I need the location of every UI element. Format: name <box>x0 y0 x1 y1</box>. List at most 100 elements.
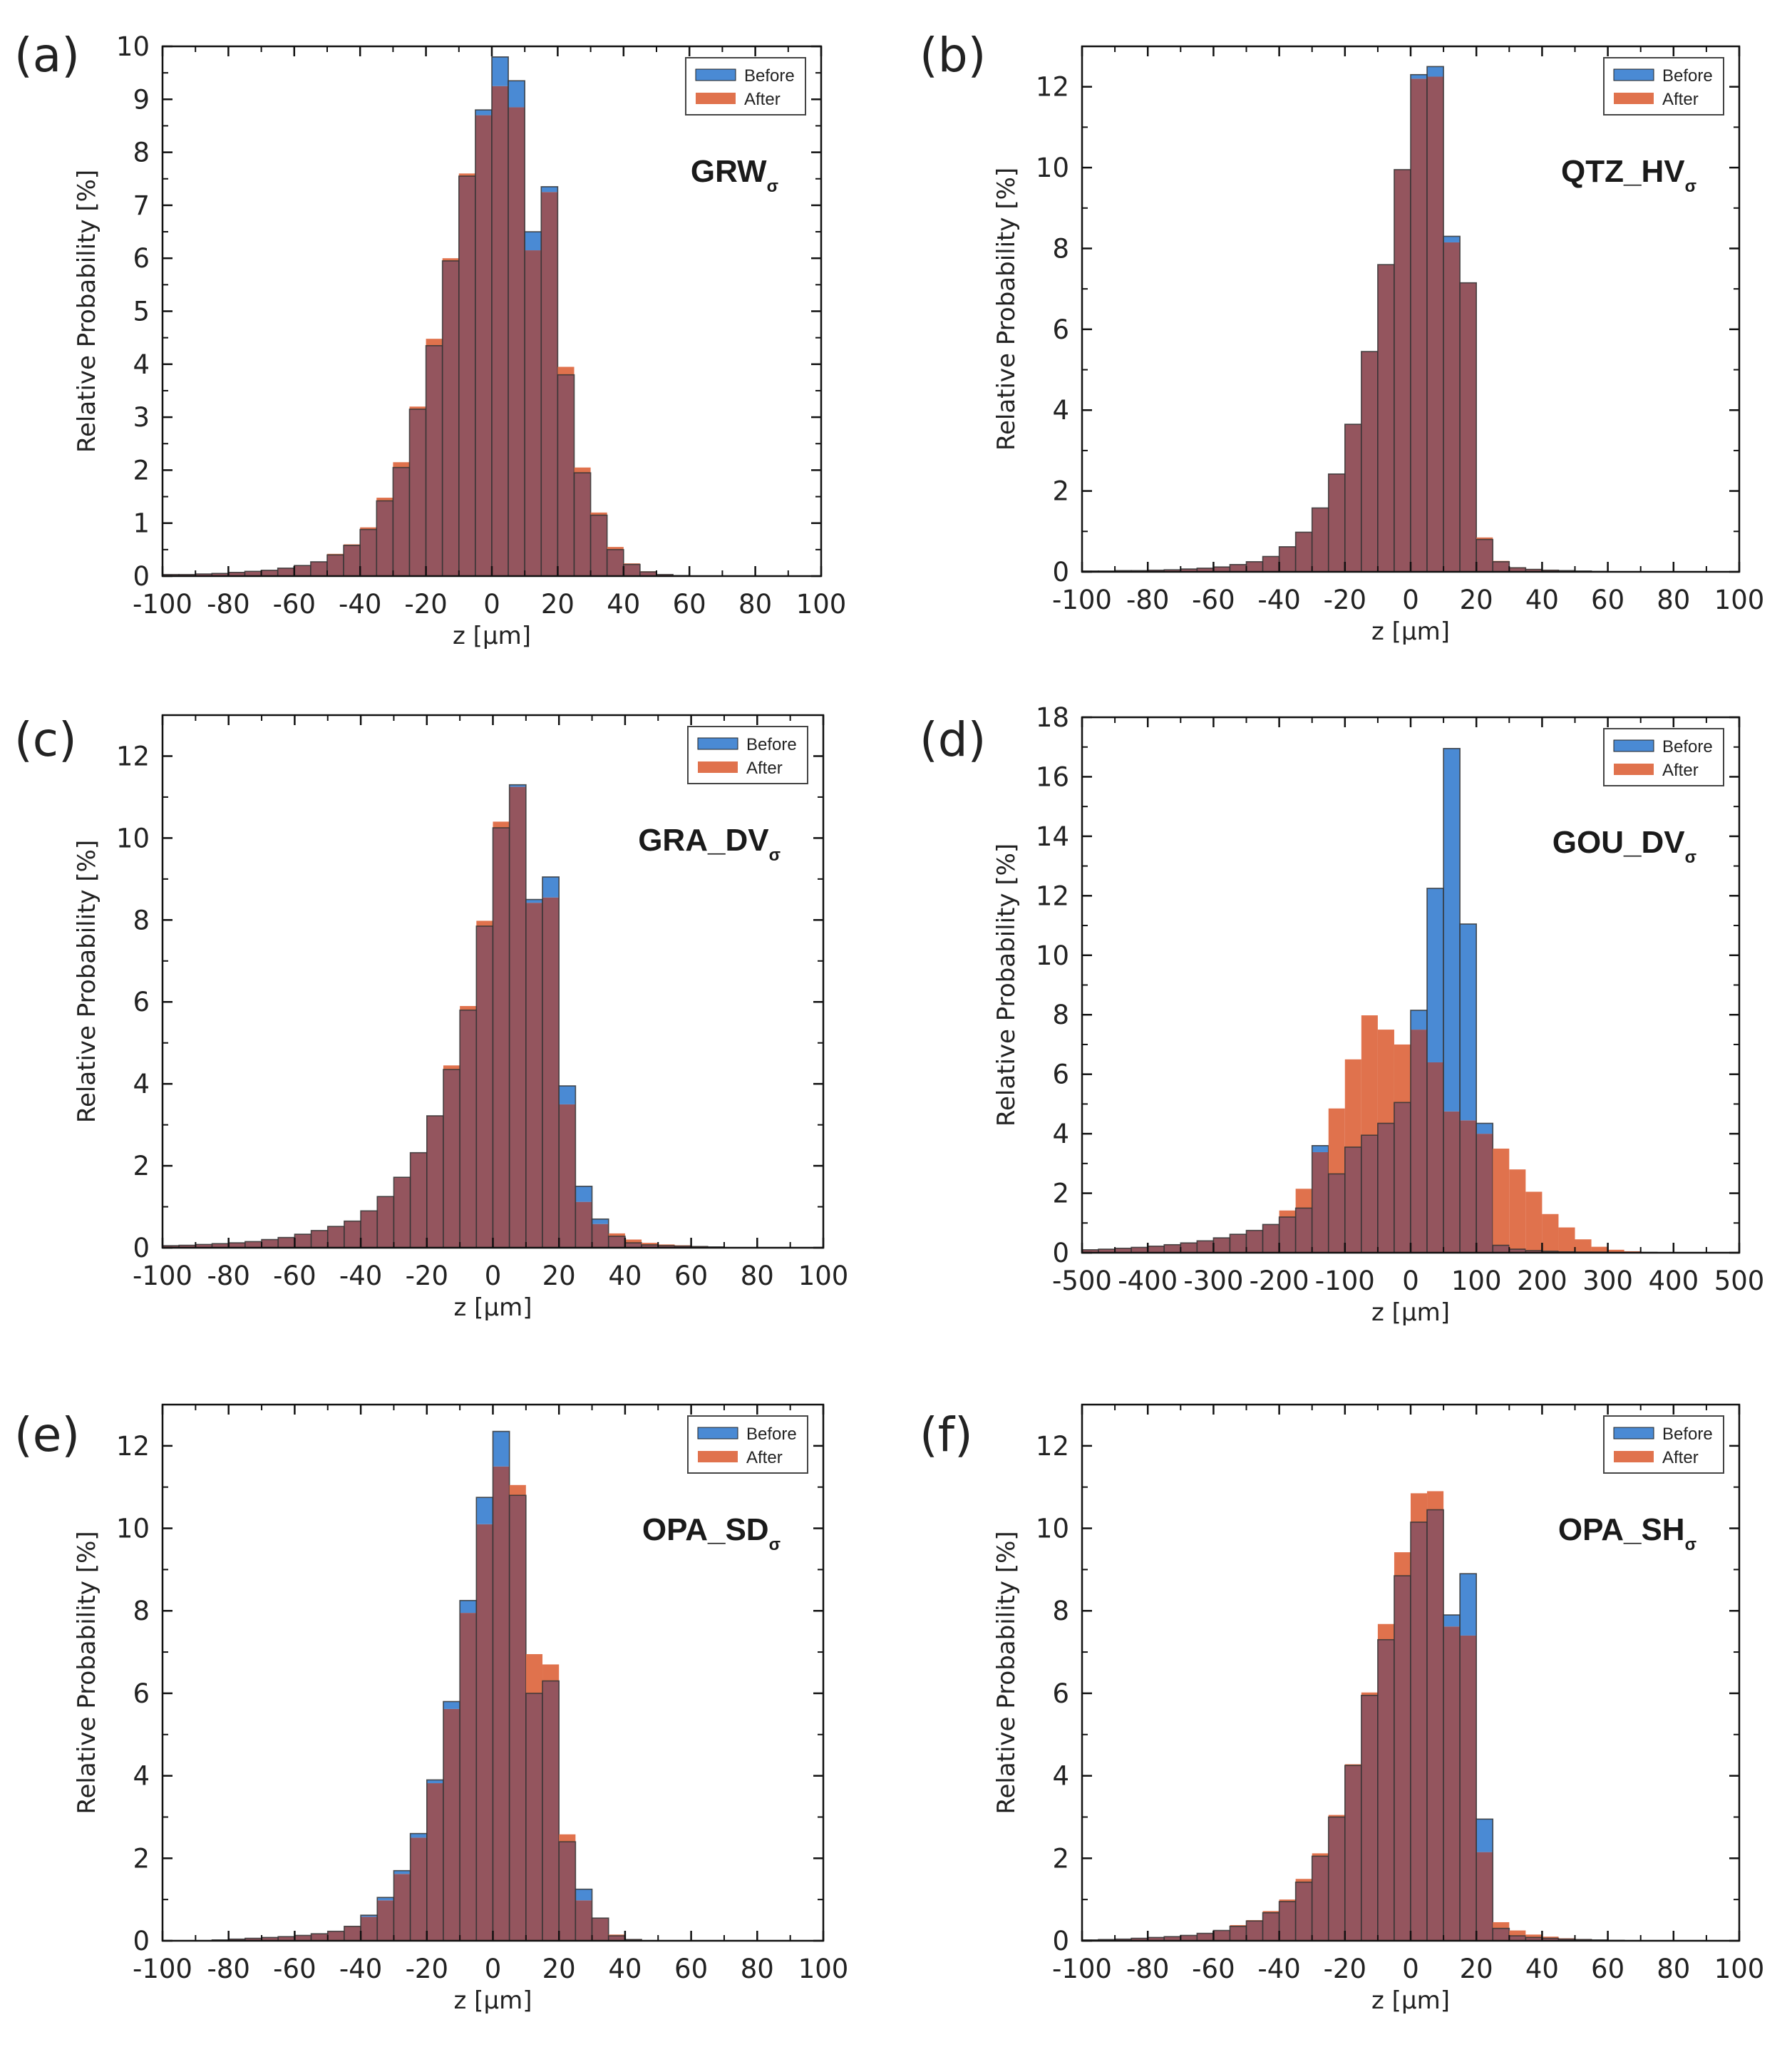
histogram-bar-after <box>426 339 443 346</box>
legend-label-before: Before <box>746 735 797 754</box>
histogram-bar-overlap <box>575 1201 592 1248</box>
legend-label-after: After <box>746 1448 783 1467</box>
histogram-bar-after <box>1624 1251 1641 1253</box>
histogram-bar-before <box>559 1086 576 1104</box>
panel-letter: (e) <box>14 1407 80 1462</box>
histogram-bar-overlap <box>294 1234 311 1248</box>
y-tick-label: 6 <box>1052 1060 1069 1090</box>
legend-swatch-before <box>697 737 738 750</box>
chart-title-subscript: σ <box>769 846 781 865</box>
histogram-bar-overlap <box>426 345 443 576</box>
histogram-bar-before <box>1443 236 1461 242</box>
x-axis-label: z [µm] <box>1371 1986 1450 2015</box>
legend-swatch-before <box>1613 68 1654 81</box>
legend-box <box>1603 57 1724 116</box>
x-tick-label: 0 <box>1402 585 1419 615</box>
histogram-bar-overlap <box>294 1935 311 1941</box>
legend-label-before: Before <box>744 66 795 86</box>
histogram-bar-overlap <box>443 1708 460 1941</box>
histogram-bar-before <box>1443 748 1461 1112</box>
x-tick-label: -80 <box>207 1954 249 1984</box>
histogram-bar-overlap <box>1460 282 1477 572</box>
legend-label-after: After <box>1662 1448 1699 1467</box>
legend-label-before: Before <box>746 1425 797 1444</box>
histogram-bar-after <box>443 1065 460 1070</box>
histogram-bar-after <box>1361 1692 1378 1695</box>
y-tick-label: 4 <box>1052 1761 1069 1792</box>
x-tick-label: -40 <box>1257 1954 1300 1984</box>
histogram-bar-overlap <box>1443 242 1461 572</box>
chart-title: GRWσ <box>691 154 778 196</box>
histogram-bar-overlap <box>1115 1248 1132 1253</box>
histogram-bars <box>163 784 725 1248</box>
x-tick-label: 100 <box>1451 1266 1502 1296</box>
histogram-bar-after <box>460 1005 477 1010</box>
histogram-bar-after <box>1525 1934 1543 1938</box>
y-tick-label: 2 <box>133 1151 150 1181</box>
x-tick-label: 40 <box>608 1261 642 1291</box>
x-tick-label: 100 <box>1714 1954 1765 1984</box>
y-tick-label: 0 <box>133 561 150 592</box>
histogram-bar-overlap <box>608 1236 625 1248</box>
histogram-bar-overlap <box>1493 1928 1510 1941</box>
histogram-bar-overlap <box>443 1069 460 1248</box>
histogram-bar-after <box>1525 1191 1543 1251</box>
x-tick-label: -100 <box>1315 1266 1375 1296</box>
chart-title-text: GOU_DV <box>1552 825 1685 860</box>
histogram-bar-after <box>1493 1148 1510 1246</box>
histogram-bar-overlap <box>1279 1902 1296 1941</box>
histogram-bar-overlap <box>1180 1935 1198 1941</box>
y-tick-label: 12 <box>1036 1431 1069 1462</box>
legend-swatch-before <box>697 1427 738 1440</box>
legend-box <box>687 726 808 784</box>
x-tick-label: 60 <box>674 1261 708 1291</box>
y-tick-label: 18 <box>1036 702 1069 733</box>
histogram-bar-overlap <box>1394 1576 1411 1941</box>
y-tick-label: 10 <box>1036 1514 1069 1544</box>
x-tick-label: -60 <box>273 1261 316 1291</box>
histogram-bar-after <box>624 1239 642 1243</box>
histogram-bar-overlap <box>327 555 344 576</box>
histogram-bar-after <box>360 527 377 530</box>
y-tick-label: 10 <box>116 31 150 62</box>
y-tick-label: 10 <box>1036 940 1069 971</box>
x-axis-label: z [µm] <box>1371 617 1450 646</box>
histogram-bar-overlap <box>1427 76 1444 572</box>
y-tick-label: 8 <box>133 1596 150 1626</box>
histogram-bar-after <box>1607 1249 1624 1253</box>
histogram-bar-overlap <box>1262 1912 1279 1941</box>
histogram-bar-overlap <box>393 1177 411 1248</box>
x-tick-label: -100 <box>133 1261 192 1291</box>
x-tick-label: 80 <box>1657 1954 1690 1984</box>
histogram-bar-overlap <box>311 1230 328 1248</box>
histogram-bar-overlap <box>1279 1216 1296 1253</box>
x-tick-label: -200 <box>1250 1266 1309 1296</box>
histogram-bar-overlap <box>1230 1234 1247 1253</box>
x-axis-label: z [µm] <box>1371 1298 1450 1327</box>
histogram-bar-after <box>1344 1059 1361 1147</box>
histogram-bar-overlap <box>1180 569 1198 572</box>
y-tick-label: 3 <box>133 402 150 433</box>
legend-swatch-after <box>1614 764 1654 775</box>
histogram-bar-overlap <box>426 1115 443 1248</box>
histogram-bar-overlap <box>1493 561 1510 572</box>
x-tick-label: -100 <box>133 589 192 620</box>
x-tick-label: 300 <box>1582 1266 1633 1296</box>
histogram-bar-after <box>1361 1015 1378 1136</box>
histogram-bar-edge <box>542 1680 560 1941</box>
histogram-bar-after <box>1411 1493 1428 1522</box>
x-tick-label: -20 <box>406 1954 448 1984</box>
histogram-bar-after <box>1377 1030 1394 1124</box>
histogram-bar-before <box>575 1889 592 1901</box>
histogram-bar-after <box>1542 1214 1559 1251</box>
histogram-bar-overlap <box>361 1211 378 1248</box>
y-tick-label: 8 <box>1052 1596 1069 1626</box>
y-tick-label: 6 <box>133 987 150 1017</box>
histogram-bar-overlap <box>212 1243 229 1248</box>
x-axis-label: z [µm] <box>454 1293 532 1322</box>
histogram-bar-overlap <box>1213 1238 1230 1253</box>
histogram-bar-overlap <box>525 903 543 1248</box>
histogram-bar-overlap <box>1213 567 1230 572</box>
histogram-bar-overlap <box>1542 1938 1559 1941</box>
histogram-bar-overlap <box>509 1495 526 1941</box>
